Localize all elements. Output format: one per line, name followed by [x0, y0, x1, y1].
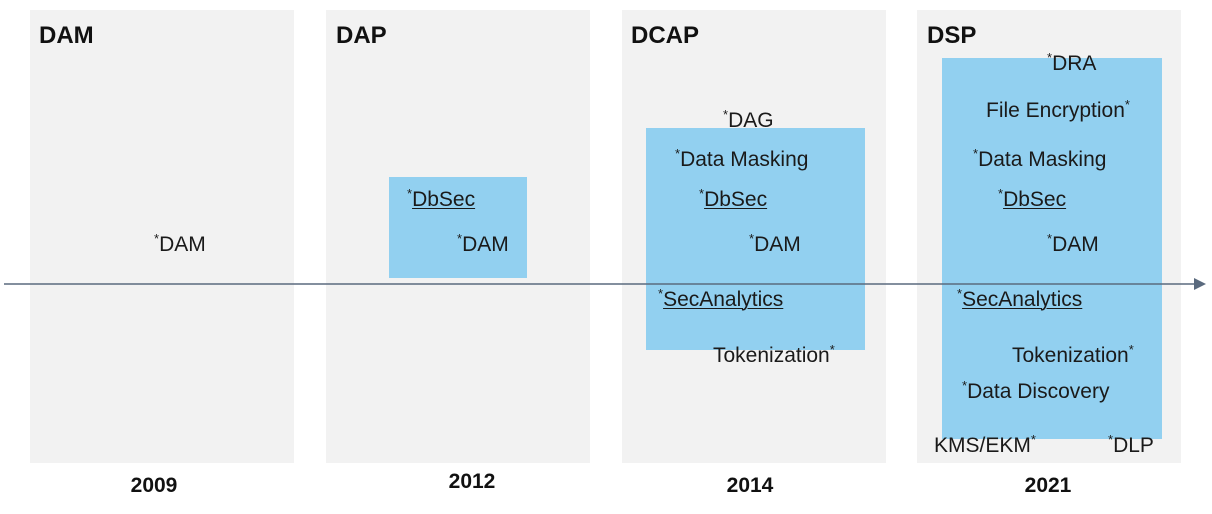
- capability-item: File Encryption*: [986, 97, 1130, 122]
- capability-item: *DAM: [1047, 231, 1099, 256]
- asterisk-marker: *: [1124, 97, 1130, 112]
- capability-item: *DRA: [1047, 50, 1097, 75]
- capability-item: *Data Masking: [675, 146, 809, 171]
- asterisk-marker: *: [675, 146, 681, 161]
- highlight-box-dcap: [646, 128, 865, 350]
- highlight-box-dap: [389, 177, 527, 278]
- capability-item: Tokenization*: [713, 342, 835, 367]
- stage-title: DSP: [927, 22, 977, 49]
- capability-item[interactable]: *SecAnalytics: [957, 286, 1083, 311]
- asterisk-marker: *: [957, 286, 963, 301]
- asterisk-marker: *: [407, 186, 413, 201]
- asterisk-marker: *: [699, 186, 705, 201]
- asterisk-marker: *: [1108, 432, 1114, 447]
- capability-item[interactable]: *DbSec: [699, 186, 768, 211]
- capability-item: *DLP: [1108, 432, 1154, 457]
- highlight-box-dsp: [942, 58, 1162, 439]
- stage-title: DAM: [39, 22, 94, 49]
- asterisk-marker: *: [1128, 342, 1134, 357]
- asterisk-marker: *: [658, 286, 664, 301]
- asterisk-marker: *: [749, 231, 755, 246]
- asterisk-marker: *: [723, 107, 729, 122]
- asterisk-marker: *: [829, 342, 835, 357]
- capability-item: *DAM: [457, 231, 509, 256]
- capability-item: *DAM: [154, 231, 206, 256]
- stage-year: 2021: [1024, 474, 1072, 497]
- capability-item: *DAG: [723, 107, 774, 132]
- asterisk-marker: *: [154, 231, 160, 246]
- asterisk-marker: *: [1047, 231, 1053, 246]
- asterisk-marker: *: [998, 186, 1004, 201]
- stage-year: 2009: [130, 474, 178, 497]
- asterisk-marker: *: [973, 146, 979, 161]
- asterisk-marker: *: [1030, 432, 1036, 447]
- capability-item: *Data Discovery: [962, 378, 1110, 403]
- asterisk-marker: *: [457, 231, 463, 246]
- capability-item: KMS/EKM*: [934, 432, 1036, 457]
- stage-panel-dam: [30, 10, 294, 463]
- stage-title: DCAP: [631, 22, 700, 49]
- asterisk-marker: *: [962, 378, 968, 393]
- stage-year: 2014: [726, 474, 774, 497]
- timeline-arrow-icon: [1194, 278, 1206, 290]
- capability-item: Tokenization*: [1012, 342, 1134, 367]
- stage-title: DAP: [336, 22, 387, 49]
- capability-item[interactable]: *SecAnalytics: [658, 286, 784, 311]
- capability-item: *DAM: [749, 231, 801, 256]
- capability-item[interactable]: *DbSec: [407, 186, 476, 211]
- asterisk-marker: *: [1047, 50, 1053, 65]
- capability-item: *Data Masking: [973, 146, 1107, 171]
- stage-year: 2012: [448, 470, 496, 493]
- capability-item[interactable]: *DbSec: [998, 186, 1067, 211]
